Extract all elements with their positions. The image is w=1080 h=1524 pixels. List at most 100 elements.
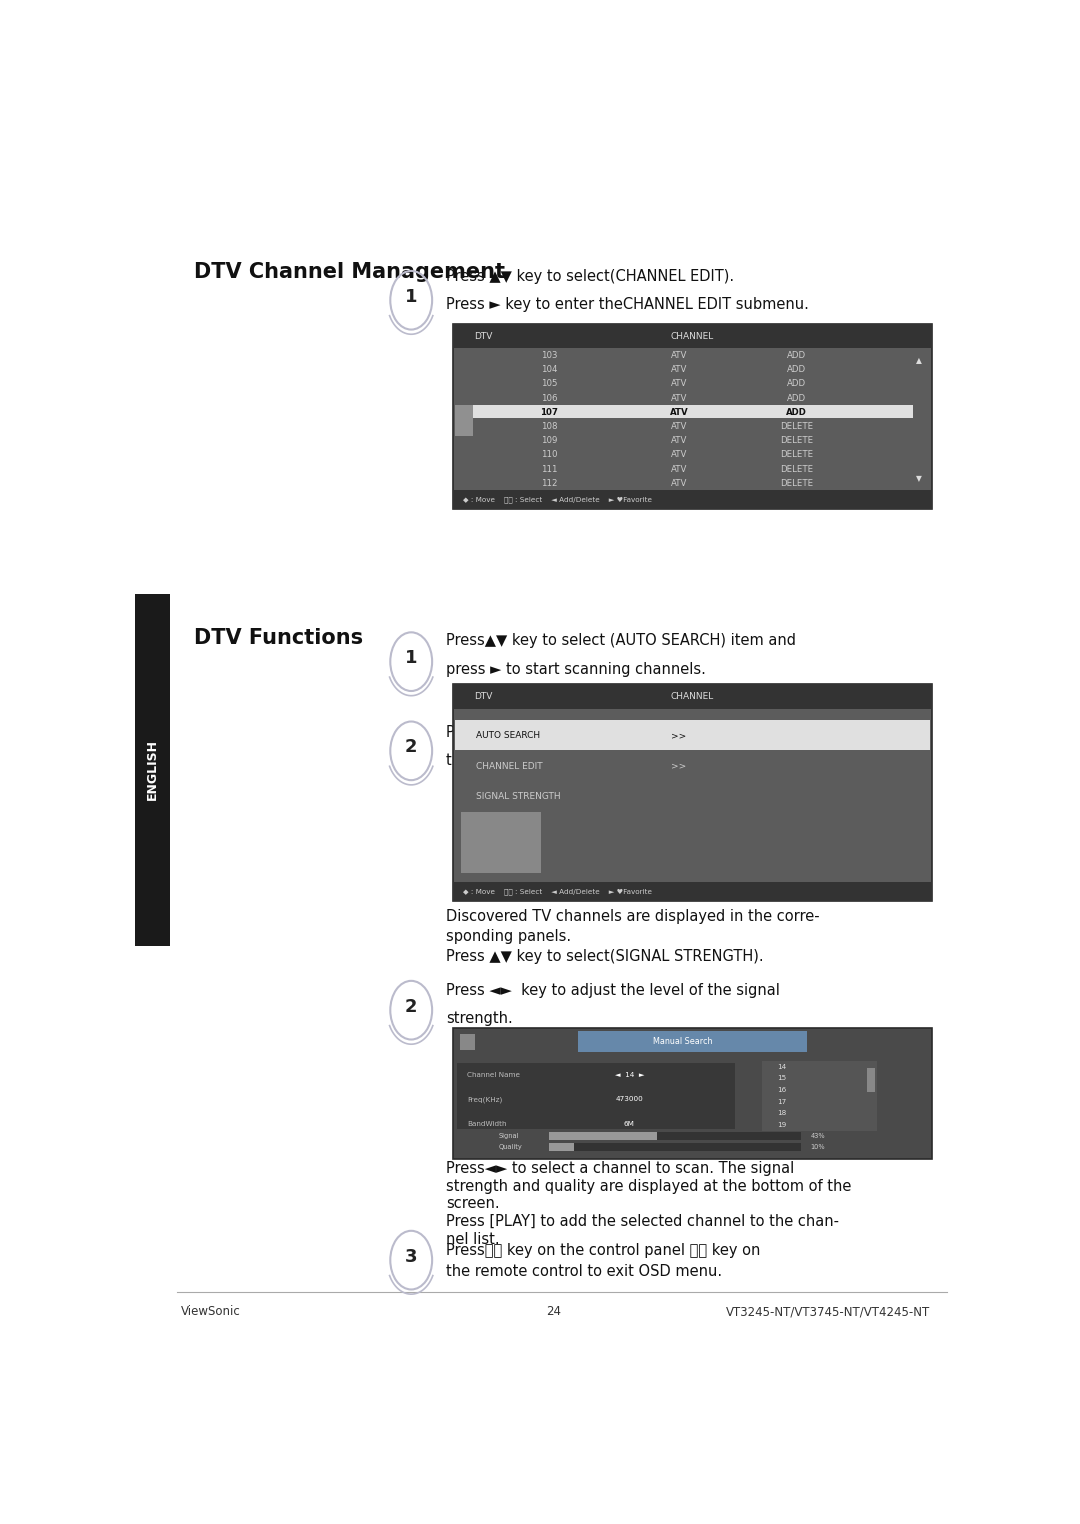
Text: Press ◄►  key to adjust the level of the signal: Press ◄► key to adjust the level of the … bbox=[446, 983, 780, 998]
FancyBboxPatch shape bbox=[457, 1064, 734, 1129]
Text: 18: 18 bbox=[777, 1111, 786, 1117]
Text: DTV: DTV bbox=[474, 692, 492, 701]
Text: ATV: ATV bbox=[671, 436, 687, 445]
FancyBboxPatch shape bbox=[461, 812, 541, 873]
Text: Discovered TV channels are displayed in the corre-: Discovered TV channels are displayed in … bbox=[446, 908, 820, 924]
Text: Press選單 key on the control panel 離開 key on: Press選單 key on the control panel 離開 key … bbox=[446, 724, 760, 739]
Text: ADD: ADD bbox=[786, 351, 806, 360]
Text: 10%: 10% bbox=[811, 1145, 825, 1151]
Text: ATV: ATV bbox=[670, 408, 688, 416]
Text: sponding panels.: sponding panels. bbox=[446, 928, 571, 943]
FancyBboxPatch shape bbox=[454, 491, 932, 509]
Text: strength and quality are displayed at the bottom of the: strength and quality are displayed at th… bbox=[446, 1178, 852, 1193]
FancyBboxPatch shape bbox=[550, 1132, 658, 1140]
Text: ◆ : Move    選單 : Select    ◄ Add/Delete    ► ♥Favorite: ◆ : Move 選單 : Select ◄ Add/Delete ► ♥Fav… bbox=[463, 497, 652, 503]
Text: 105: 105 bbox=[541, 379, 557, 389]
Text: 19: 19 bbox=[777, 1122, 786, 1128]
Text: 43%: 43% bbox=[811, 1134, 825, 1140]
Text: 103: 103 bbox=[541, 351, 557, 360]
Text: Press▲▼ key to select (AUTO SEARCH) item and: Press▲▼ key to select (AUTO SEARCH) item… bbox=[446, 632, 796, 648]
Text: ATV: ATV bbox=[671, 351, 687, 360]
Text: Signal: Signal bbox=[499, 1134, 519, 1140]
Text: DELETE: DELETE bbox=[780, 479, 813, 488]
FancyBboxPatch shape bbox=[454, 882, 932, 901]
Text: ENGLISH: ENGLISH bbox=[146, 739, 159, 800]
Text: Press ▲▼ key to select(SIGNAL STRENGTH).: Press ▲▼ key to select(SIGNAL STRENGTH). bbox=[446, 949, 764, 963]
Text: >>: >> bbox=[671, 732, 686, 741]
Text: nel list.: nel list. bbox=[446, 1231, 500, 1247]
FancyBboxPatch shape bbox=[550, 1143, 575, 1151]
Text: AUTO SEARCH: AUTO SEARCH bbox=[476, 732, 541, 741]
Text: SIGNAL STRENGTH: SIGNAL STRENGTH bbox=[476, 792, 562, 802]
Text: ViewSonic: ViewSonic bbox=[181, 1305, 241, 1318]
Text: 2: 2 bbox=[405, 998, 418, 1015]
Text: Press選單 key on the control panel 離開 key on: Press選單 key on the control panel 離開 key … bbox=[446, 1244, 760, 1259]
Text: DELETE: DELETE bbox=[780, 436, 813, 445]
Text: >>: >> bbox=[671, 762, 686, 771]
Text: the remote control to exit OSD menu.: the remote control to exit OSD menu. bbox=[446, 753, 723, 768]
Text: DELETE: DELETE bbox=[780, 450, 813, 459]
Text: CHANNEL: CHANNEL bbox=[671, 332, 714, 340]
Text: ATV: ATV bbox=[671, 393, 687, 402]
Text: 107: 107 bbox=[540, 408, 558, 416]
Text: 6M: 6M bbox=[624, 1122, 635, 1128]
Text: Freq(KHz): Freq(KHz) bbox=[468, 1096, 502, 1103]
Text: 106: 106 bbox=[541, 393, 557, 402]
Text: DTV Channel Management: DTV Channel Management bbox=[193, 262, 504, 282]
Text: ▲: ▲ bbox=[916, 355, 922, 364]
Text: Press◄► to select a channel to scan. The signal: Press◄► to select a channel to scan. The… bbox=[446, 1161, 795, 1177]
Text: 104: 104 bbox=[541, 366, 557, 373]
Text: ADD: ADD bbox=[786, 408, 807, 416]
Text: ▼: ▼ bbox=[916, 474, 922, 483]
Text: 24: 24 bbox=[546, 1305, 561, 1318]
Text: 3: 3 bbox=[405, 1248, 418, 1265]
Text: DELETE: DELETE bbox=[780, 465, 813, 474]
Text: Channel Name: Channel Name bbox=[468, 1071, 521, 1077]
Text: 473000: 473000 bbox=[616, 1096, 644, 1102]
Text: ATV: ATV bbox=[671, 450, 687, 459]
Text: CHANNEL EDIT: CHANNEL EDIT bbox=[476, 762, 543, 771]
Text: 16: 16 bbox=[777, 1087, 786, 1093]
Text: BandWidth: BandWidth bbox=[468, 1122, 507, 1128]
Text: Manual Search: Manual Search bbox=[653, 1038, 713, 1047]
FancyBboxPatch shape bbox=[460, 1033, 475, 1050]
Text: DTV Functions: DTV Functions bbox=[193, 628, 363, 648]
FancyBboxPatch shape bbox=[550, 1132, 800, 1140]
Text: Press ► key to enter the​CHANNEL EDIT submenu.: Press ► key to enter the​CHANNEL EDIT su… bbox=[446, 297, 809, 312]
Text: ATV: ATV bbox=[671, 479, 687, 488]
Text: ATV: ATV bbox=[671, 422, 687, 431]
Text: 109: 109 bbox=[541, 436, 557, 445]
Text: ADD: ADD bbox=[786, 393, 806, 402]
Text: 110: 110 bbox=[541, 450, 557, 459]
Text: ADD: ADD bbox=[786, 379, 806, 389]
Text: 2: 2 bbox=[405, 738, 418, 756]
FancyBboxPatch shape bbox=[454, 1027, 932, 1160]
Text: the remote control to exit OSD menu.: the remote control to exit OSD menu. bbox=[446, 1265, 723, 1279]
FancyBboxPatch shape bbox=[135, 594, 171, 945]
FancyBboxPatch shape bbox=[455, 405, 913, 418]
Text: ADD: ADD bbox=[786, 366, 806, 373]
Text: ATV: ATV bbox=[671, 379, 687, 389]
Text: 112: 112 bbox=[541, 479, 557, 488]
FancyBboxPatch shape bbox=[578, 1032, 808, 1053]
Text: 1: 1 bbox=[405, 288, 418, 306]
Text: 1: 1 bbox=[405, 649, 418, 668]
FancyBboxPatch shape bbox=[550, 1143, 800, 1151]
Text: 111: 111 bbox=[541, 465, 557, 474]
FancyBboxPatch shape bbox=[455, 405, 473, 436]
Text: 15: 15 bbox=[777, 1076, 786, 1081]
FancyBboxPatch shape bbox=[867, 1068, 875, 1093]
Text: Press ▲▼ key to select(CHANNEL EDIT).: Press ▲▼ key to select(CHANNEL EDIT). bbox=[446, 270, 734, 285]
Text: ◄  14  ►: ◄ 14 ► bbox=[615, 1071, 644, 1077]
Text: 108: 108 bbox=[541, 422, 557, 431]
Text: DTV: DTV bbox=[474, 332, 492, 340]
Text: press ► to start scanning channels.: press ► to start scanning channels. bbox=[446, 663, 706, 677]
FancyBboxPatch shape bbox=[454, 323, 932, 349]
Text: ATV: ATV bbox=[671, 366, 687, 373]
FancyBboxPatch shape bbox=[455, 721, 930, 750]
FancyBboxPatch shape bbox=[454, 684, 932, 709]
FancyBboxPatch shape bbox=[454, 323, 932, 509]
Text: VT3245-NT/VT3745-NT/VT4245-NT: VT3245-NT/VT3745-NT/VT4245-NT bbox=[726, 1305, 930, 1318]
Text: screen.: screen. bbox=[446, 1196, 500, 1212]
Text: ◆ : Move    選單 : Select    ◄ Add/Delete    ► ♥Favorite: ◆ : Move 選單 : Select ◄ Add/Delete ► ♥Fav… bbox=[463, 888, 652, 895]
